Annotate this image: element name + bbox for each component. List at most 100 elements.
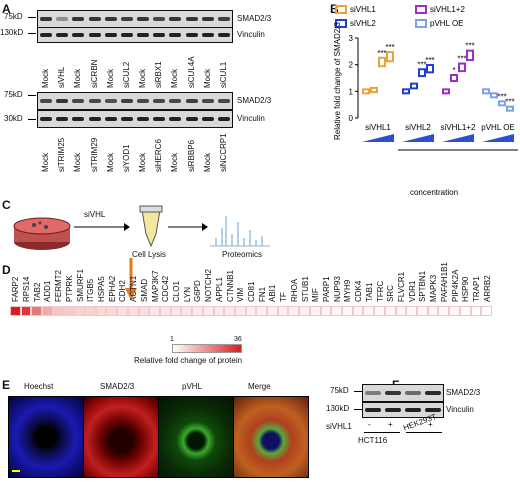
significance-label: *** — [497, 92, 506, 101]
merge-image — [233, 396, 309, 478]
arrow-right-icon — [168, 223, 208, 231]
group-label: siVHL2 — [405, 123, 431, 132]
y-tick-label: 0 — [349, 114, 354, 123]
group-label: siVHL1 — [365, 123, 391, 132]
lane-label: siNCCRP1 — [218, 133, 228, 172]
blot-vinculin — [37, 27, 233, 43]
mw-tick — [28, 17, 36, 18]
panel-label-a: A — [2, 2, 11, 16]
mw-label: 130kD — [0, 28, 24, 37]
mw-tick — [28, 33, 36, 34]
protein-label: ADD1 — [43, 280, 53, 302]
blot-band — [120, 33, 133, 37]
band-label: Vinculin — [237, 30, 265, 39]
smad-image — [83, 396, 159, 478]
heatmap-cell — [63, 306, 75, 316]
protein-label: HSPA5 — [97, 276, 107, 302]
heatmap-cell — [288, 306, 300, 316]
row-label: siVHL1 — [326, 422, 352, 431]
panel-label-d: D — [2, 263, 11, 277]
heatmap-cell — [384, 306, 396, 316]
treatment-sign: + — [428, 420, 433, 429]
group-line — [406, 432, 442, 433]
band-label: Vinculin — [446, 405, 474, 414]
heatmap-cell — [245, 306, 257, 316]
heatmap-cell — [352, 306, 364, 316]
heatmap-cell — [31, 306, 43, 316]
box-mark — [458, 62, 466, 73]
blot-band — [169, 117, 182, 121]
blot-band — [72, 17, 85, 21]
heatmap-cell — [181, 306, 193, 316]
box-mark — [426, 63, 434, 74]
cell-line-label: HCT116 — [358, 436, 388, 445]
blot-band — [137, 17, 150, 21]
blot-band — [56, 17, 69, 21]
blot-vinculin — [362, 402, 444, 418]
blot-band — [405, 391, 421, 395]
heatmap-cell — [95, 306, 107, 316]
significance-label: *** — [377, 49, 386, 58]
heatmap-cell — [202, 306, 214, 316]
box-mark — [362, 88, 370, 95]
blot-band — [104, 117, 117, 121]
blot-band — [137, 99, 150, 103]
panel-label-c: C — [2, 198, 11, 212]
mw-tick — [354, 391, 362, 392]
lane-label: Mock — [138, 152, 148, 172]
lane-label: siTRIM25 — [57, 137, 67, 172]
heatmap-cell — [74, 306, 85, 316]
group-line — [364, 432, 400, 433]
significance-label: *** — [385, 43, 394, 52]
significance-label: *** — [505, 98, 514, 107]
heatmap-cell — [20, 306, 32, 316]
lane-label: Mock — [105, 68, 115, 88]
blot-band — [137, 117, 150, 121]
protein-label: ARRB2 — [482, 275, 492, 302]
group-label: pVHL OE — [481, 123, 515, 132]
gradient-wedge — [362, 134, 394, 142]
blot-band — [185, 117, 198, 121]
heatmap-cell — [106, 306, 118, 316]
blot-band — [72, 33, 85, 37]
box-mark — [498, 100, 506, 107]
lane-label: Mock — [202, 152, 212, 172]
protein-label: CLO1 — [172, 281, 182, 302]
blot-band — [88, 17, 101, 21]
heatmap-cell — [149, 306, 160, 316]
channel-label: pVHL — [182, 382, 203, 391]
lane-label: siVHL — [57, 66, 67, 88]
legend-label: siVHL1 — [350, 5, 376, 14]
heatmap-cell — [192, 306, 203, 316]
heatmap-cell — [363, 306, 375, 316]
step-sivhl: siVHL — [84, 210, 106, 219]
protein-label: HSP90 — [461, 276, 471, 302]
blot-band — [201, 33, 214, 37]
channel-label: Hoechst — [24, 382, 54, 391]
box-mark — [378, 56, 386, 68]
channel-label: Merge — [248, 382, 271, 391]
concentration-label: concentration — [410, 188, 458, 197]
heatmap-cell — [117, 306, 128, 316]
legend-swatch — [415, 19, 427, 28]
lane-label: siCUL2 — [121, 61, 131, 88]
heatmap-cell — [234, 306, 246, 316]
significance-label: * — [452, 66, 455, 75]
blot-band — [201, 117, 214, 121]
mw-label: 75kD — [330, 386, 349, 395]
heatmap-cell — [395, 306, 407, 316]
protein-label: TRAP1 — [471, 276, 481, 302]
protein-label: SRC — [386, 285, 396, 302]
blot-band — [153, 117, 166, 121]
blot-band — [40, 99, 53, 103]
blot-band — [120, 99, 133, 103]
protein-label: ACTN1 — [129, 275, 139, 302]
pvhl-image — [158, 396, 234, 478]
protein-label: SMAD — [139, 278, 149, 302]
blot-band — [217, 117, 230, 121]
blot-band — [153, 33, 166, 37]
blot-band — [153, 99, 166, 103]
protein-label: LYN — [182, 287, 192, 302]
heatmap-cell — [459, 306, 471, 316]
band-label: SMAD2/3 — [446, 388, 481, 397]
